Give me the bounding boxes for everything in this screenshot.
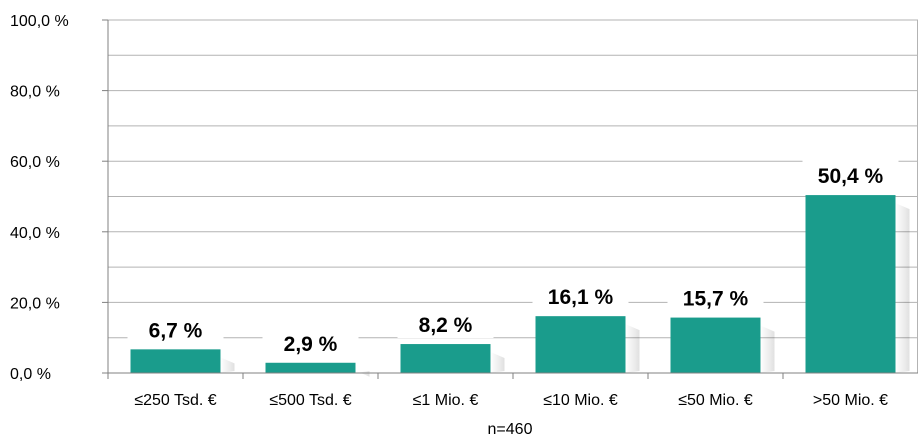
y-tick-label: 20,0 % (10, 295, 60, 312)
data-label-bg (262, 326, 359, 357)
y-tick-label: 40,0 % (10, 225, 60, 242)
data-label-bg (397, 308, 494, 339)
data-label: 6,7 % (149, 319, 203, 342)
y-tick-label: 80,0 % (10, 84, 60, 101)
data-label: 8,2 % (419, 314, 473, 337)
data-label: 16,1 % (548, 286, 614, 309)
x-tick-label: >50 Mio. € (813, 392, 888, 409)
x-tick-label: ≤10 Mio. € (543, 392, 618, 409)
bar (265, 362, 356, 373)
data-label: 50,4 % (818, 165, 884, 188)
bar-shadow (220, 357, 235, 373)
data-label: 2,9 % (284, 333, 338, 356)
data-labels: 6,7 % 2,9 % 8,2 % 16,1 % 15,7 % 50,4 % (127, 159, 899, 357)
y-tick-label: 100,0 % (10, 13, 69, 30)
bar (805, 195, 896, 373)
bar-shadow (625, 324, 640, 373)
bar (400, 344, 491, 373)
bar (535, 316, 626, 373)
gridlines (108, 19, 918, 373)
y-tick-label: 0,0 % (10, 366, 51, 383)
x-axis: ≤250 Tsd. € ≤500 Tsd. € ≤1 Mio. € ≤10 Mio. … (107, 372, 918, 409)
data-label: 15,7 % (683, 288, 749, 311)
bar (130, 349, 221, 373)
data-label-bg (127, 313, 224, 344)
y-tick-label: 60,0 % (10, 154, 60, 171)
x-tick-label: ≤250 Tsd. € (134, 392, 216, 409)
data-label-bg (802, 159, 899, 190)
bar-shadow (490, 352, 505, 373)
bar (670, 317, 761, 373)
sample-size-note: n=460 (488, 421, 533, 438)
data-label-bg (667, 281, 764, 312)
x-tick-label: ≤500 Tsd. € (269, 392, 351, 409)
data-label-bg (532, 280, 629, 311)
x-tick-label: ≤1 Mio. € (413, 392, 479, 409)
bar-shadow (355, 370, 370, 377)
bar-shadow (760, 325, 775, 373)
x-tick-label: ≤50 Mio. € (678, 392, 753, 409)
y-axis: 0,0 % 20,0 % 40,0 % 60,0 % 80,0 % 100,0 % (10, 13, 109, 383)
bars (130, 195, 896, 373)
bar-shadows (220, 203, 910, 377)
bar-shadow (895, 203, 910, 373)
